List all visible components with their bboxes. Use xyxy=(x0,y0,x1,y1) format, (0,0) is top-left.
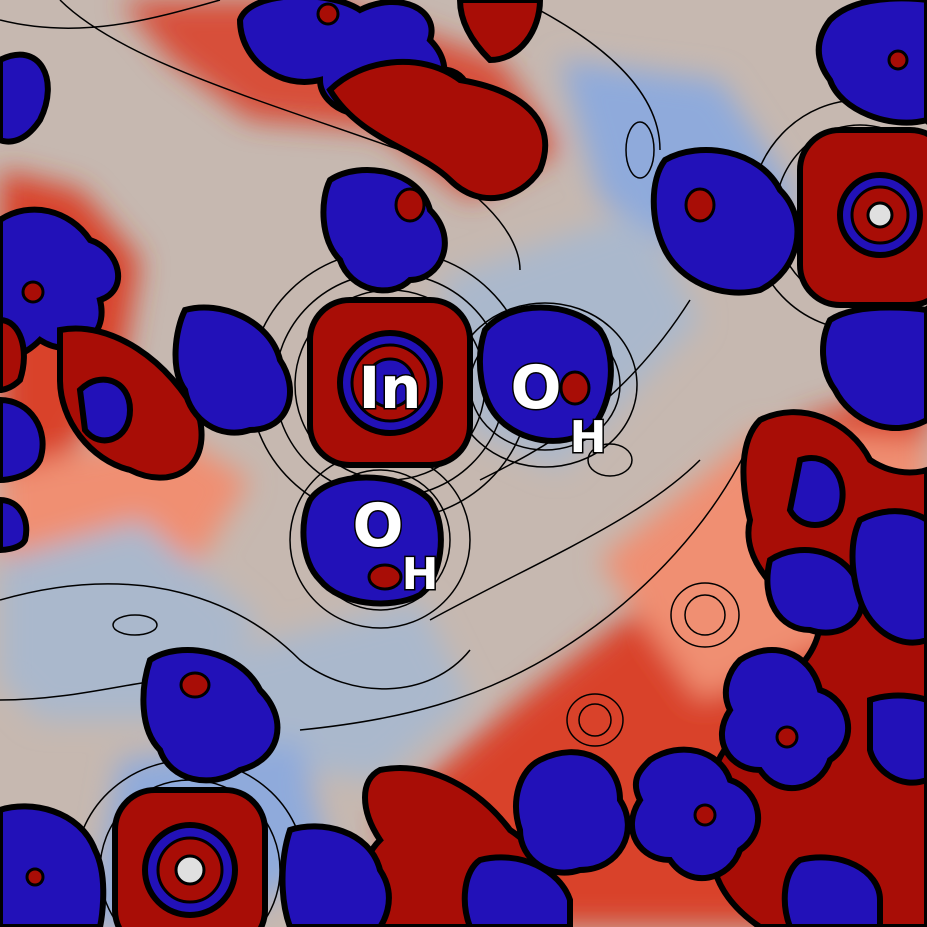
label-oxygen-bottom: O xyxy=(352,491,403,561)
label-oxygen-right: O xyxy=(510,353,561,423)
label-hydrogen-bottom: H xyxy=(402,549,439,600)
label-indium: In xyxy=(359,354,422,422)
label-hydrogen-right: H xyxy=(570,412,607,463)
atom-labels: In O H O H xyxy=(351,352,608,602)
